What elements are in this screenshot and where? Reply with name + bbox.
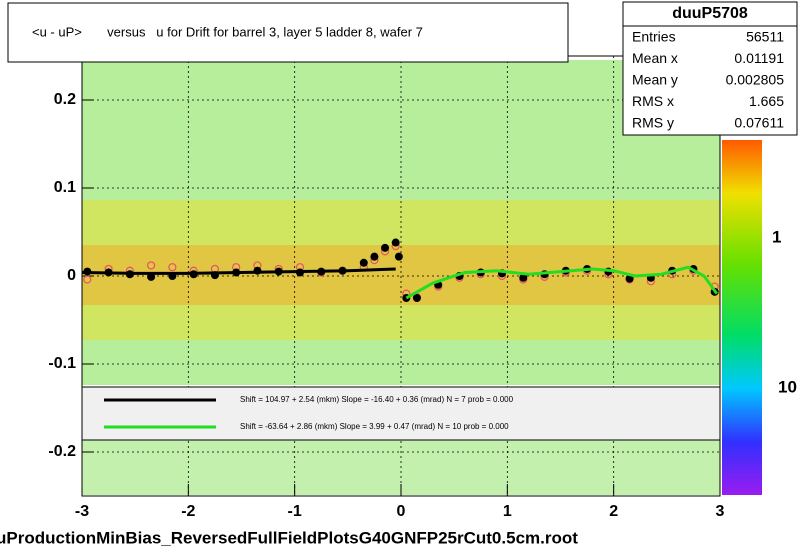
stats-box <box>622 1 798 136</box>
x-tick-label: 0 <box>397 503 406 520</box>
chart-title: <u - uP> versus u for Drift for barrel 3… <box>32 24 423 39</box>
y-tick-label: 0 <box>67 267 76 284</box>
profile-point <box>412 294 421 302</box>
marks <box>81 238 719 302</box>
x-tick-label: 2 <box>609 503 618 520</box>
y-tick-label: 0.2 <box>54 91 76 108</box>
stats-label: Mean y <box>632 72 678 88</box>
stats-label: RMS x <box>632 93 674 109</box>
x-tick-label: 3 <box>716 503 725 520</box>
fit-line <box>81 267 396 275</box>
y-tick-label: -0.2 <box>48 443 76 460</box>
profile-point <box>370 252 379 261</box>
legend: Shift = 104.97 + 2.54 (mkm) Slope = -16.… <box>104 395 514 431</box>
profile-point <box>391 238 400 247</box>
stats-value: 0.002805 <box>726 72 785 88</box>
legend-box <box>81 386 721 441</box>
profile-point-open <box>168 263 177 272</box>
z-label: 10 <box>778 377 797 396</box>
legend-label: Shift = -63.64 + 2.86 (mkm) Slope = 3.99… <box>240 422 509 431</box>
stats-value: 1.665 <box>749 93 784 109</box>
stats-rows: Entries 56511 Mean x 0.01191 Mean y 0.002805 R… <box>632 29 784 131</box>
x-tick-label: -3 <box>75 503 89 520</box>
stats-title: duuP5708 <box>672 5 748 22</box>
color-palette <box>722 140 762 495</box>
x-tick-label: -2 <box>181 503 195 520</box>
stats-value: 56511 <box>746 29 784 45</box>
stats-value: 0.01191 <box>734 50 784 66</box>
profile-point-open <box>83 275 92 284</box>
y-tick-label: 0.1 <box>54 179 76 196</box>
profile-point <box>359 258 368 267</box>
fit-line <box>405 265 719 300</box>
z-label: 1 <box>772 227 781 246</box>
stats-label: RMS y <box>632 115 674 131</box>
title-box <box>7 2 569 63</box>
x-tick-label: 1 <box>503 503 512 520</box>
stats-value: 0.07611 <box>734 115 784 131</box>
profile-point <box>381 243 390 252</box>
legend-label: Shift = 104.97 + 2.54 (mkm) Slope = -16.… <box>240 395 514 404</box>
x-axis-label: uProductionMinBias_ReversedFullFieldPlot… <box>0 528 578 547</box>
stats-label: Mean x <box>632 50 678 66</box>
profile-point-open <box>147 261 156 270</box>
x-tick-label: -1 <box>288 503 302 520</box>
y-tick-label: -0.1 <box>48 355 76 372</box>
profile-point <box>394 252 403 261</box>
stats-label: Entries <box>632 29 676 45</box>
